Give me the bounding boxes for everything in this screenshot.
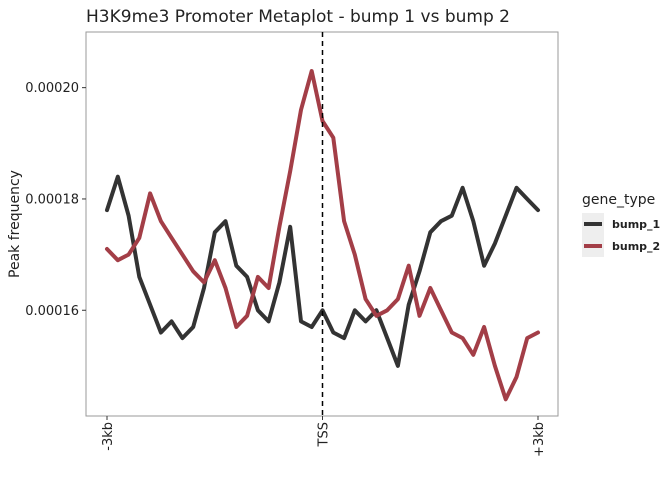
y-axis-title: Peak frequency — [7, 170, 23, 278]
legend: gene_type bump_1 bump_2 — [582, 192, 660, 257]
y-tick-label: 0.00020 — [25, 81, 79, 96]
x-axis: -3kb TSS +3kb — [101, 416, 547, 457]
legend-title: gene_type — [582, 192, 655, 208]
chart-title: H3K9me3 Promoter Metaplot - bump 1 vs bu… — [86, 7, 510, 27]
series-layer — [105, 69, 540, 402]
x-tick-label: TSS — [317, 422, 332, 447]
legend-label-bump-1: bump_1 — [612, 218, 660, 231]
legend-items: bump_1 bump_2 — [582, 213, 660, 257]
x-tick-label: -3kb — [101, 422, 116, 451]
series-line-bump-1 — [105, 174, 540, 368]
series-line-bump-2 — [105, 69, 540, 402]
y-tick-label: 0.00016 — [25, 304, 79, 319]
y-tick-label: 0.00018 — [25, 192, 79, 207]
x-tick-label: +3kb — [532, 422, 547, 457]
legend-label-bump-2: bump_2 — [612, 240, 660, 253]
y-axis: 0.00016 0.00018 0.00020 — [25, 81, 86, 319]
